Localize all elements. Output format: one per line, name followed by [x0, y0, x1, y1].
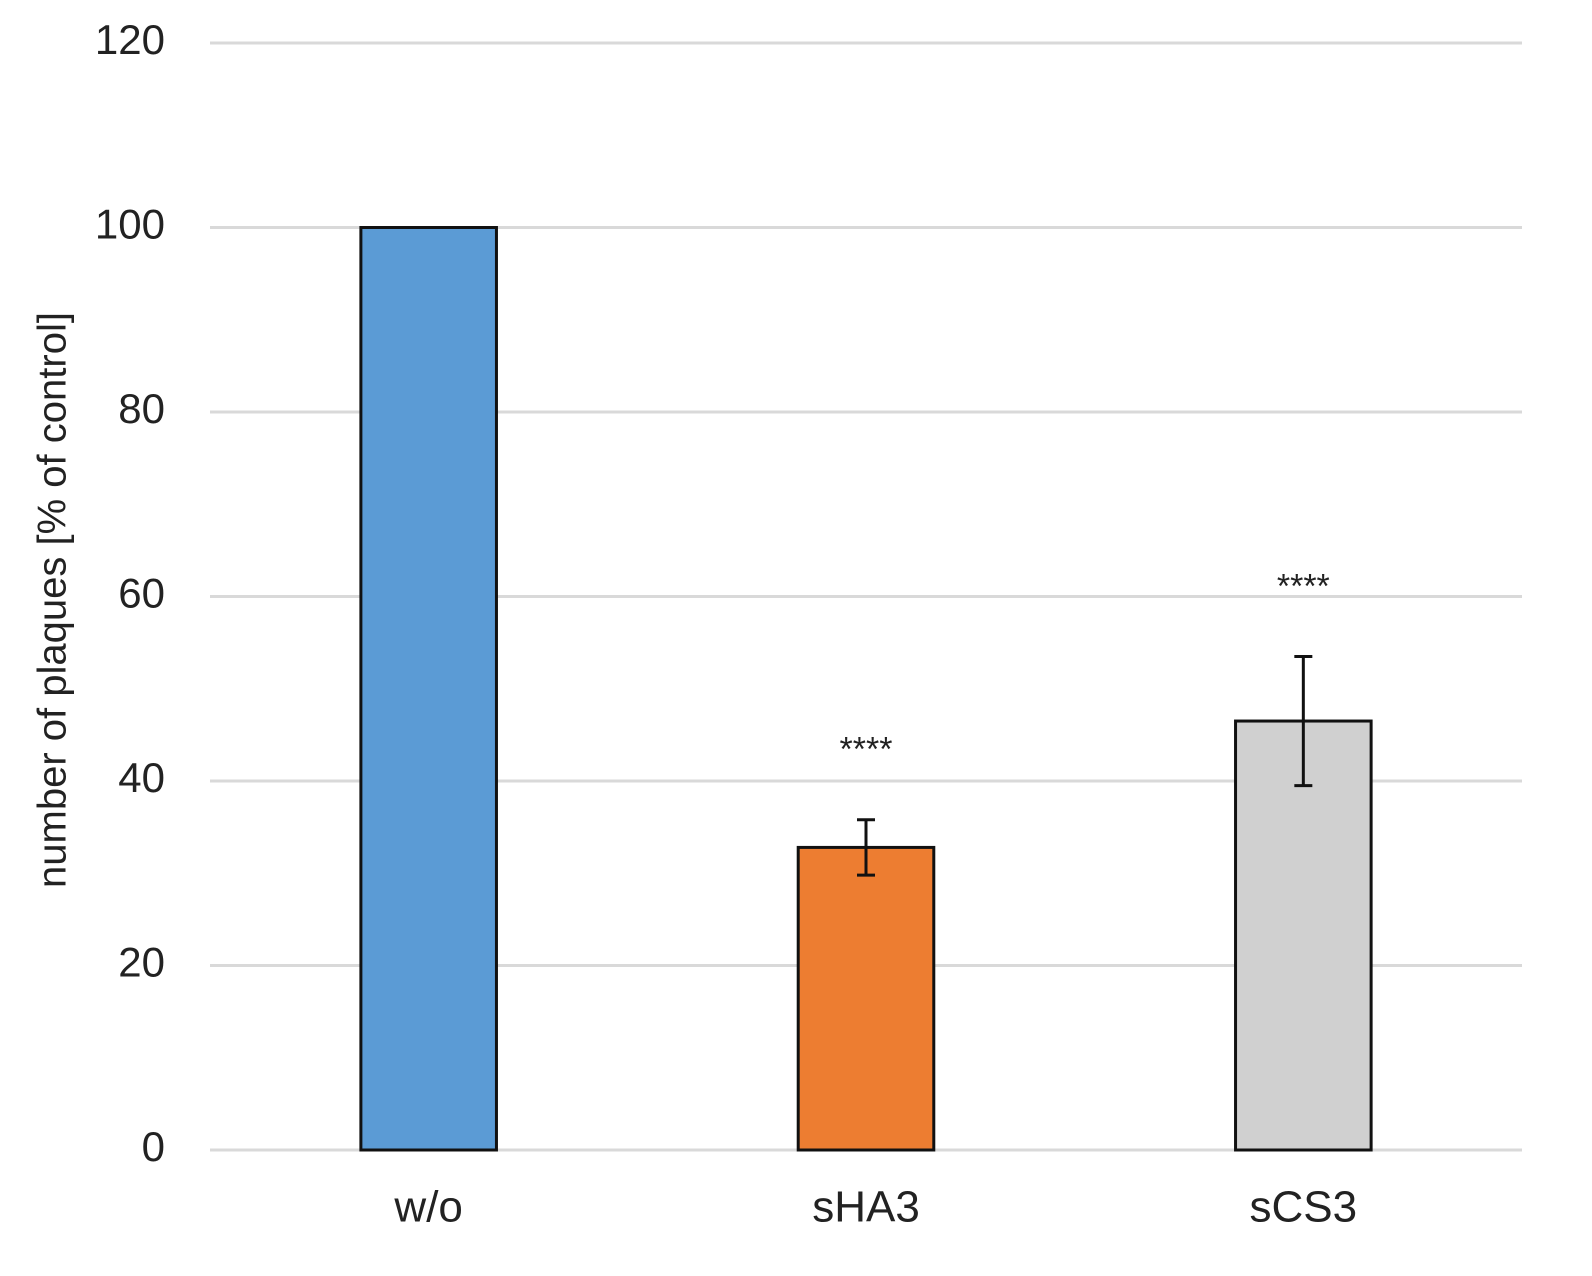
error-bar — [857, 818, 875, 877]
error-bar — [1294, 654, 1313, 788]
y-tick-label: 20 — [118, 939, 165, 986]
y-tick-label: 100 — [95, 201, 165, 248]
x-tick-label: sHA3 — [812, 1183, 920, 1232]
y-tick-label: 80 — [118, 385, 165, 432]
significance-label: **** — [840, 731, 893, 769]
bar — [359, 226, 498, 1152]
y-tick-label: 0 — [142, 1123, 165, 1170]
y-tick-label: 60 — [118, 570, 165, 617]
y-tick-label: 40 — [118, 754, 165, 801]
y-tick-label: 120 — [95, 16, 165, 63]
y-axis-label: number of plaques [% of control] — [31, 312, 75, 888]
x-tick-label: w/o — [393, 1183, 462, 1232]
bar — [796, 845, 936, 1152]
significance-label: **** — [1277, 567, 1330, 605]
x-tick-label: sCS3 — [1250, 1183, 1358, 1232]
